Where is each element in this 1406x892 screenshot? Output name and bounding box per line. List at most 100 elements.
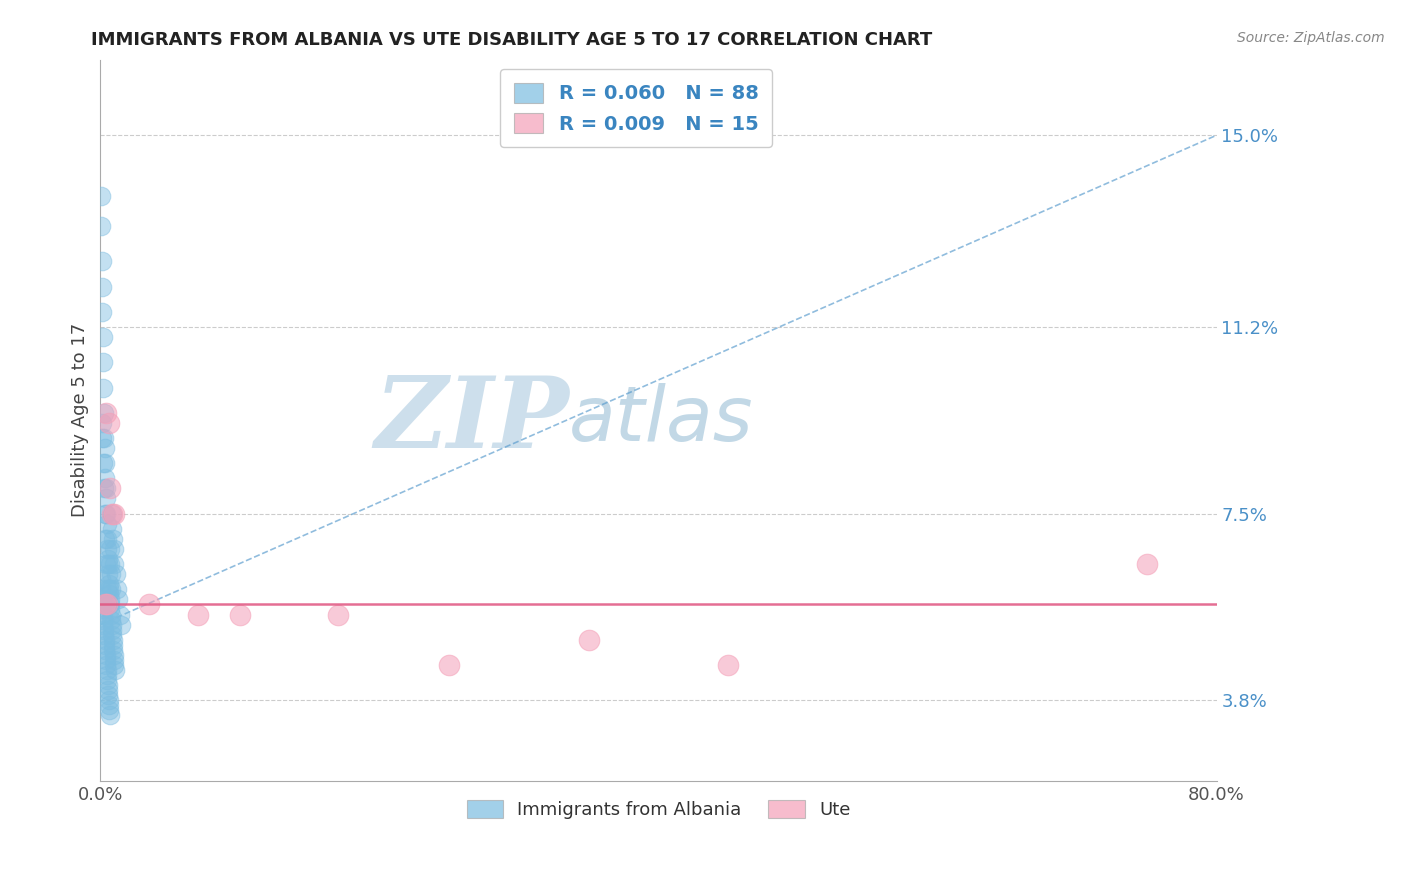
Point: [94, 638, 117, 652]
Point: [93, 617, 115, 632]
Point: [98, 587, 121, 601]
Point: [91, 355, 114, 369]
Point: [96, 507, 118, 521]
Point: [90, 572, 112, 586]
Point: [98, 582, 121, 597]
Point: [96, 516, 118, 531]
Point: [108, 607, 131, 622]
Point: [98, 592, 121, 607]
Point: [103, 653, 125, 667]
Point: [90, 219, 112, 233]
Point: [1136, 557, 1159, 571]
Point: [98, 708, 121, 723]
Point: [103, 648, 125, 662]
Point: [101, 638, 124, 652]
Point: [326, 607, 349, 622]
Point: [100, 507, 122, 521]
Text: atlas: atlas: [569, 384, 754, 458]
Point: [96, 663, 118, 677]
Point: [103, 557, 125, 571]
Point: [93, 598, 115, 612]
Point: [91, 456, 114, 470]
Point: [94, 471, 117, 485]
Text: Source: ZipAtlas.com: Source: ZipAtlas.com: [1237, 31, 1385, 45]
Point: [101, 532, 124, 546]
Point: [103, 657, 125, 672]
Point: [101, 628, 124, 642]
Point: [101, 623, 124, 637]
Point: [97, 567, 120, 582]
Point: [187, 607, 209, 622]
Point: [101, 507, 124, 521]
Point: [96, 598, 118, 612]
Point: [100, 602, 122, 616]
Point: [91, 607, 114, 622]
Legend: Immigrants from Albania, Ute: Immigrants from Albania, Ute: [460, 792, 858, 826]
Point: [94, 406, 117, 420]
Point: [94, 557, 117, 571]
Point: [101, 632, 124, 647]
Point: [101, 522, 124, 536]
Point: [107, 592, 129, 607]
Point: [97, 557, 120, 571]
Point: [91, 330, 114, 344]
Point: [91, 279, 114, 293]
Point: [90, 416, 112, 430]
Point: [98, 698, 121, 713]
Point: [93, 441, 115, 455]
Point: [97, 688, 120, 702]
Point: [100, 557, 122, 571]
Point: [104, 663, 127, 677]
Point: [96, 668, 118, 682]
Point: [91, 598, 114, 612]
Point: [96, 541, 118, 556]
Point: [105, 582, 128, 597]
Point: [100, 617, 122, 632]
Point: [103, 507, 125, 521]
Point: [98, 598, 121, 612]
Point: [96, 657, 118, 672]
Point: [93, 406, 115, 420]
Point: [98, 482, 121, 496]
Point: [91, 305, 114, 319]
Point: [104, 567, 127, 582]
Text: ZIP: ZIP: [374, 372, 569, 468]
Point: [100, 582, 122, 597]
Point: [100, 567, 122, 582]
Point: [97, 552, 120, 566]
Y-axis label: Disability Age 5 to 17: Disability Age 5 to 17: [72, 323, 89, 517]
Point: [103, 541, 125, 556]
Point: [93, 482, 115, 496]
Point: [91, 613, 114, 627]
Point: [90, 582, 112, 597]
Point: [93, 628, 115, 642]
Point: [138, 598, 160, 612]
Point: [103, 643, 125, 657]
Point: [97, 693, 120, 707]
Point: [94, 482, 117, 496]
Point: [100, 613, 122, 627]
Point: [97, 678, 120, 692]
Point: [97, 577, 120, 591]
Point: [93, 380, 115, 394]
Point: [93, 507, 115, 521]
Point: [100, 607, 122, 622]
Point: [94, 532, 117, 546]
Point: [110, 617, 132, 632]
Point: [96, 582, 118, 597]
Point: [94, 456, 117, 470]
Point: [94, 491, 117, 506]
Point: [94, 648, 117, 662]
Point: [96, 532, 118, 546]
Point: [91, 431, 114, 445]
Point: [98, 541, 121, 556]
Point: [90, 254, 112, 268]
Point: [93, 632, 115, 647]
Point: [93, 431, 115, 445]
Point: [229, 607, 252, 622]
Text: IMMIGRANTS FROM ALBANIA VS UTE DISABILITY AGE 5 TO 17 CORRELATION CHART: IMMIGRANTS FROM ALBANIA VS UTE DISABILIT…: [91, 31, 932, 49]
Point: [93, 623, 115, 637]
Point: [437, 657, 460, 672]
Point: [97, 683, 120, 698]
Point: [578, 632, 600, 647]
